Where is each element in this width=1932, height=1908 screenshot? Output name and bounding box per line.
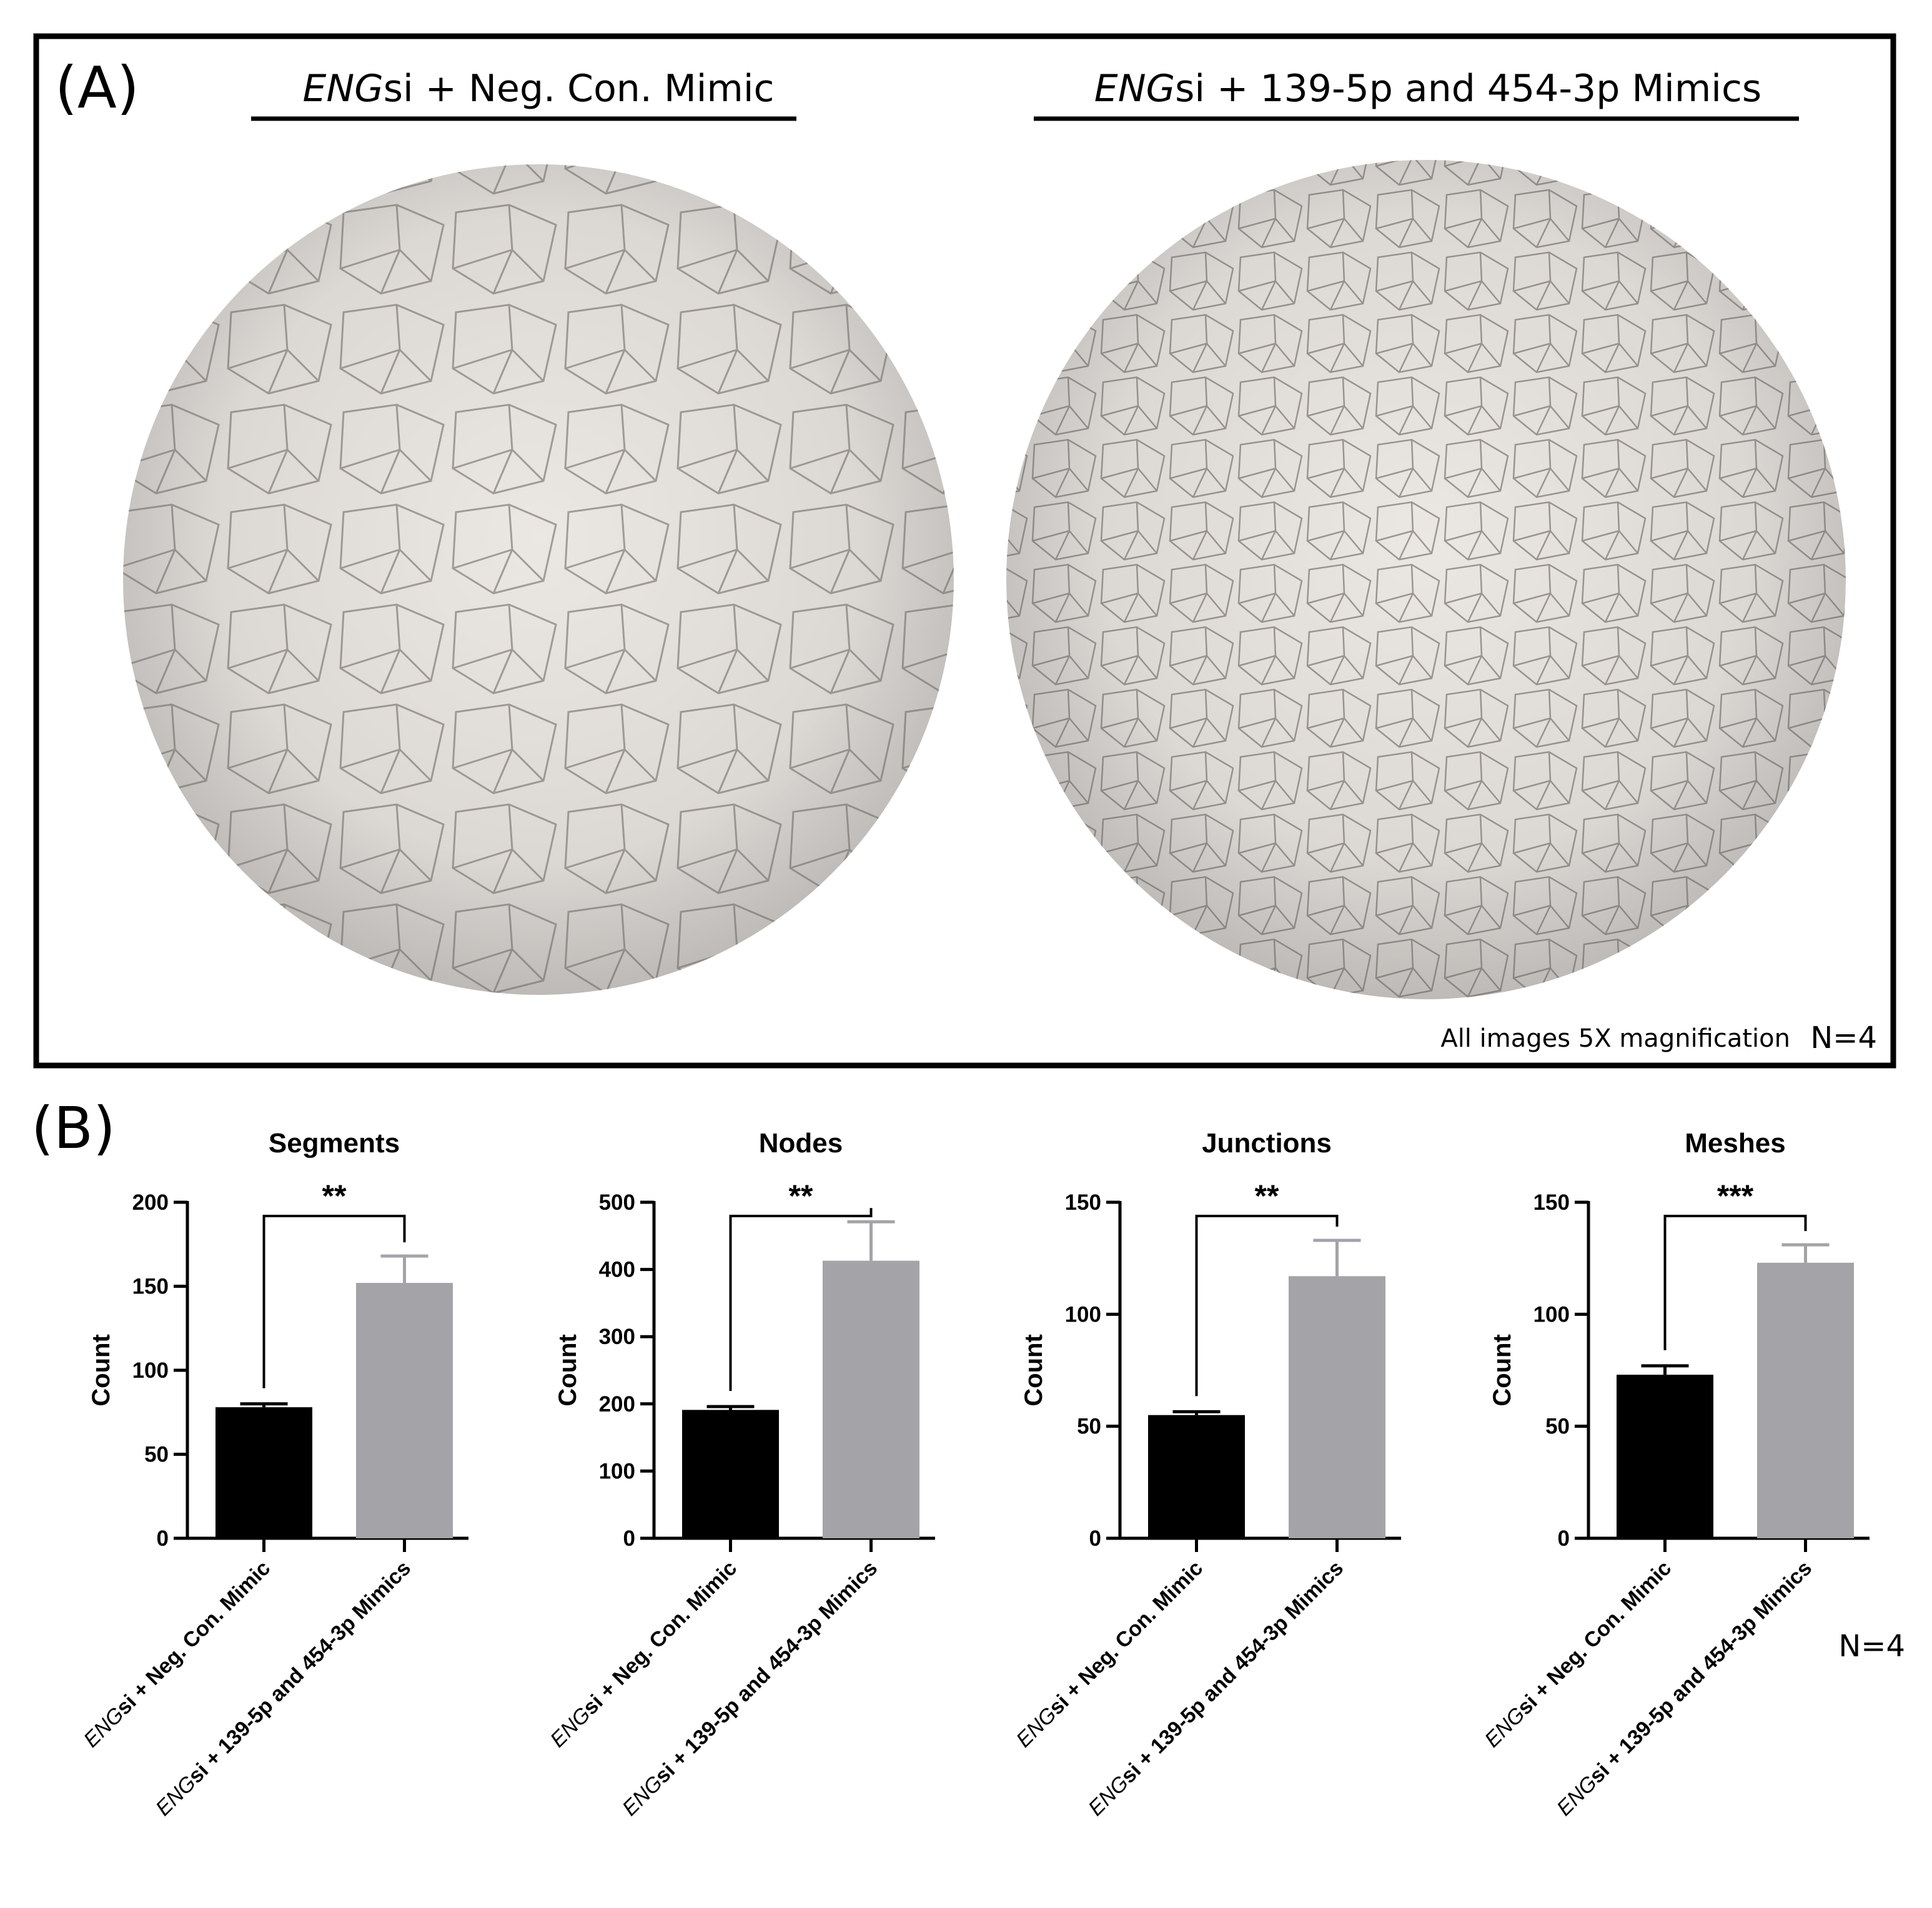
y-tick-label: 150 bbox=[1533, 1190, 1570, 1215]
y-tick-label: 500 bbox=[599, 1190, 635, 1215]
panel-b: (B) N=4 Segments 0 50 100 150 200 Count ENGsi +… bbox=[31, 1095, 1905, 1821]
significance-label: ** bbox=[789, 1179, 813, 1214]
y-axis-title: Count bbox=[1489, 1334, 1516, 1406]
y-tick-label: 100 bbox=[1533, 1302, 1570, 1327]
chart-title: Meshes bbox=[1685, 1128, 1785, 1159]
significance-bracket bbox=[729, 1208, 873, 1391]
y-tick-label: 0 bbox=[623, 1526, 635, 1551]
bar-neg-con bbox=[1148, 1415, 1245, 1538]
y-tick-label: 150 bbox=[132, 1275, 169, 1299]
x-category-label: ENGsi + 139-5p and 454-3p Mimics bbox=[618, 1556, 882, 1821]
y-tick-label: 200 bbox=[599, 1392, 635, 1416]
bar-mimics bbox=[823, 1260, 919, 1538]
significance-bracket bbox=[1195, 1215, 1339, 1396]
y-axis-title: Count bbox=[1020, 1334, 1048, 1406]
chart-title: Nodes bbox=[759, 1128, 843, 1159]
significance-bracket bbox=[262, 1215, 406, 1388]
chart-title: Segments bbox=[269, 1128, 400, 1159]
bar-neg-con bbox=[682, 1410, 779, 1538]
significance-bracket bbox=[1663, 1215, 1807, 1350]
significance-label: ** bbox=[322, 1179, 347, 1214]
y-tick-label: 100 bbox=[599, 1459, 635, 1483]
right-micrograph bbox=[1006, 160, 1846, 999]
y-tick-label: 200 bbox=[132, 1190, 169, 1215]
y-tick-label: 0 bbox=[1558, 1526, 1570, 1551]
bar-mimics bbox=[1757, 1262, 1854, 1538]
panel-b-label: (B) bbox=[31, 1095, 116, 1162]
panel-a-n-label: N=4 bbox=[1810, 1021, 1877, 1055]
y-tick-label: 100 bbox=[1065, 1302, 1101, 1327]
panel-b-n-label: N=4 bbox=[1838, 1629, 1905, 1664]
x-category-label: ENGsi + 139-5p and 454-3p Mimics bbox=[1552, 1556, 1816, 1821]
x-category-label: ENGsi + 139-5p and 454-3p Mimics bbox=[151, 1556, 415, 1821]
y-tick-label: 50 bbox=[1545, 1415, 1570, 1439]
panel-a-label: (A) bbox=[55, 54, 139, 121]
y-tick-label: 400 bbox=[599, 1258, 635, 1282]
bar-neg-con bbox=[1617, 1375, 1713, 1538]
y-axis-title: Count bbox=[87, 1334, 115, 1406]
y-axis-title: Count bbox=[554, 1334, 582, 1406]
magnification-note: All images 5X magnification bbox=[1440, 1024, 1790, 1053]
y-tick-label: 50 bbox=[144, 1443, 169, 1467]
chart-title: Junctions bbox=[1202, 1128, 1332, 1159]
panel-a-frame bbox=[33, 33, 1896, 1069]
panel-a: (A) ENGsi + Neg. Con. Mimic ENGsi + 139-… bbox=[33, 33, 1896, 1069]
x-category-label: ENGsi + 139-5p and 454-3p Mimics bbox=[1084, 1556, 1348, 1821]
left-micrograph bbox=[123, 164, 954, 995]
significance-label: *** bbox=[1717, 1179, 1754, 1214]
y-tick-label: 0 bbox=[1089, 1526, 1101, 1551]
y-tick-label: 300 bbox=[599, 1325, 635, 1349]
left-image-title: ENGsi + Neg. Con. Mimic bbox=[303, 67, 775, 111]
y-tick-label: 150 bbox=[1065, 1190, 1101, 1215]
significance-label: ** bbox=[1255, 1179, 1279, 1214]
y-tick-label: 0 bbox=[157, 1526, 169, 1551]
bar-neg-con bbox=[215, 1407, 312, 1538]
right-image-title: ENGsi + 139-5p and 454-3p Mimics bbox=[1094, 67, 1761, 111]
y-tick-label: 50 bbox=[1077, 1415, 1101, 1439]
bar-mimics bbox=[356, 1283, 453, 1538]
bar-mimics bbox=[1289, 1276, 1385, 1538]
y-tick-label: 100 bbox=[132, 1358, 169, 1383]
